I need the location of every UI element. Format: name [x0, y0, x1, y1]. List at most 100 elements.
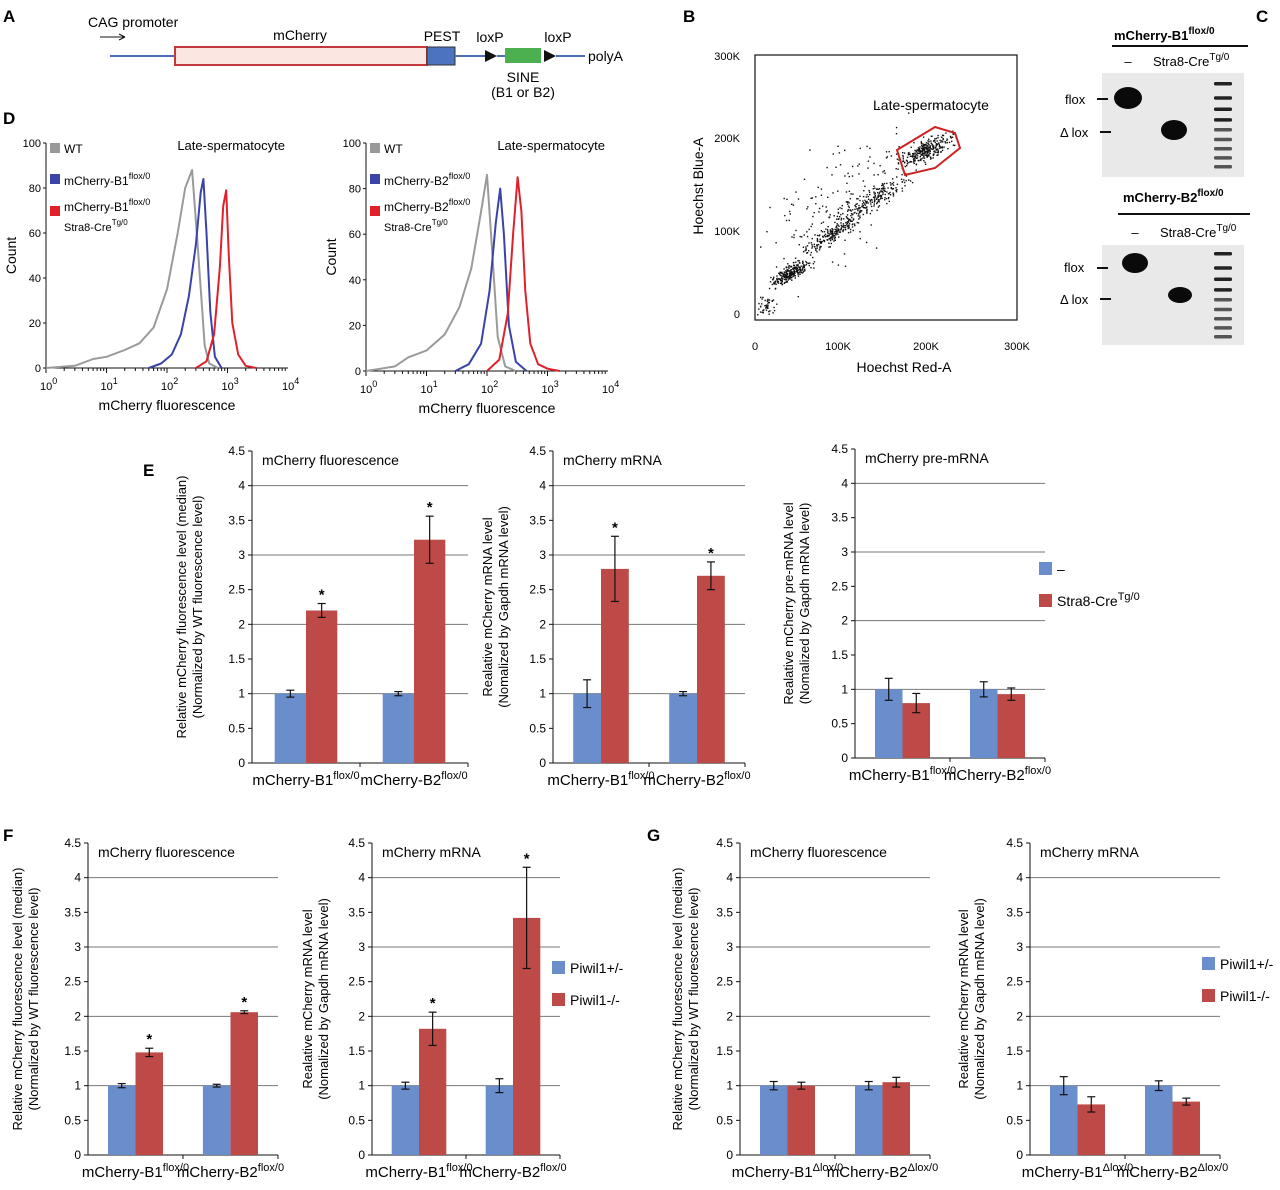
hist-x-tick-exp: 2 [493, 379, 498, 389]
scatter-point [790, 276, 792, 278]
scatter-point [843, 253, 846, 255]
scatter-point [847, 210, 849, 212]
scatter-point [941, 134, 944, 136]
scatter-ytick-3: 300K [714, 51, 740, 63]
category-label-sup: Δlox/0 [1103, 1162, 1134, 1174]
loxp-label-1: loxP [476, 29, 503, 45]
scatter-point [826, 166, 828, 169]
hist-legend-flox-sup: flox/0 [449, 171, 471, 181]
scatter-point [929, 150, 931, 152]
scatter-point [865, 202, 868, 204]
scatter-point [836, 218, 838, 220]
scatter-point [827, 230, 829, 232]
scatter-point [926, 156, 928, 158]
scatter-point [794, 257, 797, 259]
scatter-point [791, 203, 793, 205]
y-tick-label: 3.5 [64, 905, 81, 919]
hist-y-tick: 60 [349, 229, 361, 241]
scatter-point [924, 152, 926, 154]
scatter-point [951, 140, 953, 143]
bar [970, 689, 998, 758]
scatter-point [858, 207, 860, 210]
scatter-point [814, 234, 816, 236]
scatter-point [775, 283, 777, 285]
scatter-point [766, 231, 768, 233]
scatter-point [891, 183, 893, 185]
bar [1077, 1104, 1105, 1155]
panel-letter-f: F [3, 826, 13, 845]
scatter-xtick-2: 200K [913, 341, 939, 353]
ladder-band [1214, 298, 1232, 302]
scatter-point [783, 276, 785, 278]
scatter-point [812, 256, 814, 259]
y-tick-label: 1 [74, 1079, 81, 1093]
scatter-point [861, 206, 863, 208]
scatter-point [794, 275, 796, 277]
scatter-point [765, 307, 767, 309]
scatter-point [930, 158, 932, 160]
scatter-point [924, 161, 926, 164]
scatter-point [935, 146, 937, 148]
y-tick-label: 3.5 [348, 905, 365, 919]
scatter-point [793, 272, 796, 274]
scatter-point [802, 268, 804, 270]
scatter-point [790, 269, 792, 271]
scatter-point [849, 219, 852, 221]
scatter-point [790, 272, 792, 274]
category-label: mCherry-B1flox/0 [82, 1162, 189, 1181]
scatter-point [850, 193, 852, 195]
scatter-point [876, 209, 878, 211]
scatter-point [855, 203, 857, 206]
scatter-point [857, 165, 859, 167]
category-label-base: mCherry-B1 [365, 1164, 446, 1181]
scatter-point [881, 197, 883, 200]
y-axis-label-line2: (Normalized by WT fluorescence level) [686, 888, 701, 1111]
scatter-point [873, 198, 876, 200]
scatter-point [788, 274, 791, 276]
gel-top-title: mCherry-B1flox/0 [1114, 26, 1215, 43]
hist-x-tick: 100 [360, 379, 377, 396]
hist-legend-flox-base: mCherry-B2 [384, 174, 449, 188]
scatter-point [786, 277, 788, 279]
scatter-point [851, 216, 853, 219]
scatter-point [863, 202, 865, 204]
scatter-point [846, 182, 848, 184]
gel-top-flox-band [1114, 87, 1142, 109]
category-label-sup: flox/0 [441, 770, 467, 782]
ladder-band [1214, 82, 1232, 86]
legend-label-1: Piwil1+/- [570, 960, 624, 976]
y-tick-label: 4 [358, 871, 365, 885]
scatter-point [906, 160, 908, 162]
scatter-point [869, 147, 871, 150]
pest-box [426, 46, 456, 66]
scatter-point [877, 188, 880, 190]
scatter-point [923, 152, 925, 155]
scatter-point [937, 149, 939, 151]
y-tick-label: 4.5 [716, 836, 733, 850]
scatter-frame [754, 54, 1018, 321]
chart-title: mCherry mRNA [1040, 844, 1139, 860]
scatter-point [816, 238, 819, 240]
category-label: mCherry-B2Δlox/0 [1117, 1162, 1228, 1181]
scatter-point [826, 229, 829, 231]
hist-x-tick-base: 10 [542, 384, 554, 396]
scatter-point [828, 233, 830, 235]
scatter-point [901, 173, 903, 176]
scatter-point [859, 209, 862, 212]
scatter-point [929, 152, 931, 155]
scatter-point [923, 143, 925, 146]
scatter-point [762, 311, 764, 314]
scatter-point [954, 144, 956, 147]
scatter-point [879, 165, 881, 167]
scatter-point [815, 249, 817, 251]
scatter-point [904, 161, 906, 164]
scatter-point [886, 202, 888, 205]
scatter-point [940, 151, 942, 153]
scatter-point [836, 233, 838, 235]
scatter-point [804, 249, 806, 252]
scatter-point [778, 278, 781, 280]
scatter-point [781, 284, 784, 286]
scatter-point [837, 228, 840, 230]
hist-x-tick-base: 10 [421, 384, 433, 396]
scatter-point [769, 206, 771, 209]
